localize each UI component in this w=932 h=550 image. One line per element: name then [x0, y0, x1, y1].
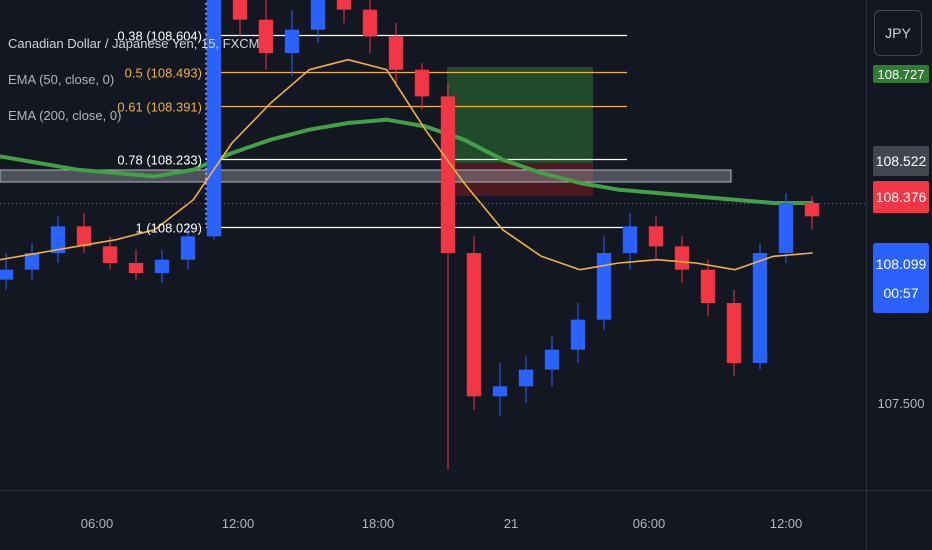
cut-top-label-text: 108.727: [878, 67, 925, 82]
price-tick-label: 107.500: [878, 396, 925, 411]
candle-body: [440, 96, 456, 254]
candle-body: [414, 69, 430, 97]
chart-legend: Canadian Dollar / Japanese Yen, 15, FXCM…: [8, 26, 260, 134]
ema-50-legend[interactable]: EMA (50, close, 0): [8, 72, 115, 87]
fib-labels: 0 (108.956)0.2 (108.771)0.38 (108.604)0.…: [117, 29, 203, 236]
red-level-label-text: 108.376: [876, 189, 927, 205]
candle-body: [752, 253, 768, 364]
red-level-label-bg: [873, 181, 929, 213]
bar-countdown-text: 00:57: [883, 285, 918, 301]
candle-body: [0, 269, 14, 280]
symbol-title[interactable]: Canadian Dollar / Japanese Yen, 15, FXCM: [8, 36, 260, 51]
profit-zone[interactable]: [447, 67, 593, 163]
ema-200-line: [0, 117, 814, 205]
candle-body: [544, 349, 560, 370]
candle-body: [362, 9, 378, 37]
time-tick-label: 18:00: [362, 516, 395, 531]
ema-200-path: [0, 117, 814, 205]
ema-200-legend[interactable]: EMA (200, close, 0): [8, 108, 122, 123]
time-axis-ticks: 06:00 12:00 18:00 21 06:00 12:00: [81, 516, 803, 531]
candle-body: [102, 246, 118, 264]
candle-body: [518, 369, 534, 387]
candle-body: [648, 226, 664, 247]
time-tick-label: 12:00: [222, 516, 255, 531]
price-axis-ticks: 107.500: [878, 396, 925, 411]
price-axis-labels: 108.727 108.522 108.376 108.099 00:57: [873, 65, 929, 313]
fib-label-0-38: 0.38 (108.604): [117, 29, 202, 44]
currency-unit-label: JPY: [885, 25, 911, 41]
plot-area: [0, 0, 866, 490]
candle-body: [336, 0, 352, 10]
candle-body: [804, 203, 820, 217]
cut-top-label: 108.727: [873, 65, 929, 83]
candle-body: [24, 253, 40, 270]
ema-50-path: [0, 58, 813, 271]
fib-label-0-5: 0.5 (108.493): [125, 66, 202, 81]
candle-body: [492, 386, 508, 397]
time-tick-label: 21: [504, 516, 518, 531]
candle-body: [622, 226, 638, 254]
candle-body: [700, 269, 716, 304]
cut-top-label-bg: [873, 65, 929, 83]
candle-body: [310, 0, 326, 30]
candle-body: [50, 226, 66, 254]
candle-body: [674, 246, 690, 270]
current-price-label: 108.099 00:57: [873, 243, 929, 313]
candle-body: [180, 236, 196, 260]
grey-level-label: 108.522: [873, 146, 929, 176]
candle-body: [76, 226, 92, 247]
candle-body: [128, 263, 144, 274]
candle-body: [726, 303, 742, 364]
candle-body: [388, 36, 404, 70]
currency-unit-button[interactable]: JPY: [874, 10, 922, 56]
red-level-label: 108.376: [873, 181, 929, 213]
candle-body: [284, 29, 300, 54]
grey-level-label-text: 108.522: [876, 153, 927, 169]
candle-body: [206, 0, 222, 237]
fib-label-0-78: 0.78 (108.233): [117, 153, 202, 168]
candle-body: [232, 0, 248, 20]
grey-level-label-bg: [873, 146, 929, 176]
candle-body: [466, 253, 482, 397]
current-price-label-text: 108.099: [876, 256, 927, 272]
time-tick-label: 06:00: [633, 516, 666, 531]
ema-50-line: [0, 58, 813, 271]
candle-body: [154, 259, 170, 274]
time-axis-area: [0, 490, 932, 550]
candle-body: [258, 19, 274, 54]
candles: [0, 0, 820, 470]
fib-label-0-61: 0.61 (108.391): [117, 100, 202, 115]
time-tick-label: 12:00: [770, 516, 803, 531]
candle-body: [570, 319, 586, 350]
fib-label-1: 1 (108.029): [136, 221, 203, 236]
current-price-label-bg: [873, 243, 929, 313]
candle-body: [778, 203, 794, 254]
candle-body: [596, 253, 612, 320]
time-tick-label: 06:00: [81, 516, 114, 531]
